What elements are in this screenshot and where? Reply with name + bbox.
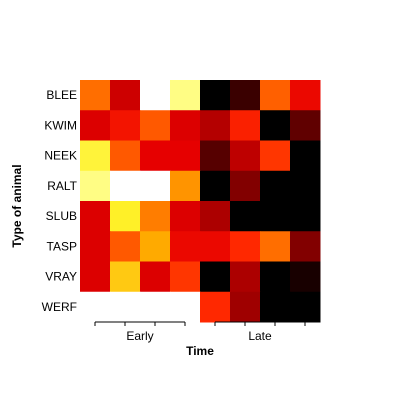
heatmap-cell-kwim-1: [80, 110, 111, 141]
heatmap-cell-ralt-4: [170, 170, 201, 202]
x-group-brackets: Early Late: [94, 321, 306, 343]
heatmap-cell-kwim-2: [110, 110, 141, 141]
heatmap-cell-vray-7: [260, 261, 291, 293]
heatmap-cell-tasp-8: [290, 231, 321, 262]
heatmap-cell-tasp-5: [200, 231, 231, 262]
heatmap-cell-kwim-5: [200, 110, 231, 141]
y-tick-label-tasp: TASP: [47, 239, 77, 253]
x-axis-title: Time: [186, 344, 214, 358]
heatmap-cell-slub-2: [110, 201, 141, 232]
heatmap-cell-slub-3: [140, 201, 171, 232]
heatmap-cell-slub-6: [230, 201, 261, 232]
heatmap-cell-blee-5: [200, 80, 231, 111]
heatmap-cell-tasp-3: [140, 231, 171, 262]
heatmap-cell-blee-6: [230, 80, 261, 111]
heatmap-cell-werf-2: [110, 291, 141, 323]
heatmap-cell-vray-5: [200, 261, 231, 293]
heatmap-cell-slub-4: [170, 201, 201, 232]
y-tick-label-slub: SLUB: [46, 209, 77, 223]
heatmap-cell-blee-7: [260, 80, 291, 111]
x-group-early: Early: [94, 321, 186, 343]
heatmap-cell-tasp-6: [230, 231, 261, 262]
heatmap-cell-neek-7: [260, 140, 291, 172]
heatmap-cell-werf-4: [170, 291, 201, 323]
heatmap-cell-kwim-4: [170, 110, 201, 141]
x-group-label-late: Late: [248, 329, 272, 343]
heatmap-cell-tasp-2: [110, 231, 141, 262]
y-axis-title: Type of animal: [10, 164, 24, 247]
heatmap-cell-ralt-7: [260, 170, 291, 202]
heatmap-cell-ralt-5: [200, 170, 231, 202]
heatmap-cell-tasp-7: [260, 231, 291, 262]
heatmap-cell-ralt-1: [80, 170, 111, 202]
heatmap-cell-vray-8: [290, 261, 321, 293]
heatmap-cell-vray-3: [140, 261, 171, 293]
heatmap-cell-neek-3: [140, 140, 171, 172]
heatmap-cell-kwim-6: [230, 110, 261, 141]
y-tick-label-werf: WERF: [42, 300, 77, 314]
y-tick-labels: BLEE KWIM NEEK RALT SLUB TASP VRAY WERF: [42, 88, 78, 314]
heatmap-cell-werf-1: [80, 291, 111, 323]
heatmap-cell-ralt-6: [230, 170, 261, 202]
heatmap-cell-slub-8: [290, 201, 321, 232]
heatmap-cell-slub-7: [260, 201, 291, 232]
heatmap-cell-blee-8: [290, 80, 321, 111]
y-tick-label-neek: NEEK: [44, 149, 77, 163]
heatmap-cell-kwim-7: [260, 110, 291, 141]
heatmap-cell-neek-5: [200, 140, 231, 172]
x-group-label-early: Early: [126, 329, 153, 343]
heatmap-cell-blee-2: [110, 80, 141, 111]
heatmap-cell-vray-1: [80, 261, 111, 293]
heatmap-cell-tasp-4: [170, 231, 201, 262]
heatmap-cells: [80, 80, 321, 323]
heatmap-cell-neek-6: [230, 140, 261, 172]
heatmap-cell-vray-6: [230, 261, 261, 293]
heatmap-cell-ralt-3: [140, 170, 171, 202]
heatmap-cell-blee-3: [140, 80, 171, 111]
heatmap-cell-ralt-2: [110, 170, 141, 202]
heatmap-cell-vray-2: [110, 261, 141, 293]
heatmap-cell-slub-5: [200, 201, 231, 232]
heatmap-cell-neek-4: [170, 140, 201, 172]
heatmap-cell-neek-2: [110, 140, 141, 172]
heatmap-cell-slub-1: [80, 201, 111, 232]
heatmap-cell-neek-8: [290, 140, 321, 172]
y-tick-label-ralt: RALT: [47, 179, 77, 193]
y-tick-label-blee: BLEE: [46, 88, 77, 102]
y-tick-label-vray: VRAY: [45, 270, 77, 284]
heatmap-cell-blee-1: [80, 80, 111, 111]
heatmap-cell-tasp-1: [80, 231, 111, 262]
heatmap-cell-werf-8: [290, 291, 321, 323]
heatmap-cell-werf-6: [230, 291, 261, 323]
heatmap-cell-kwim-8: [290, 110, 321, 141]
heatmap-cell-blee-4: [170, 80, 201, 111]
heatmap-cell-neek-1: [80, 140, 111, 172]
heatmap-cell-werf-3: [140, 291, 171, 323]
heatmap-cell-kwim-3: [140, 110, 171, 141]
heatmap-cell-ralt-8: [290, 170, 321, 202]
y-tick-label-kwim: KWIM: [44, 118, 77, 132]
heatmap-cell-vray-4: [170, 261, 201, 293]
heatmap-cell-werf-5: [200, 291, 231, 323]
heatmap-cell-werf-7: [260, 291, 291, 323]
x-group-late: Late: [214, 321, 306, 343]
